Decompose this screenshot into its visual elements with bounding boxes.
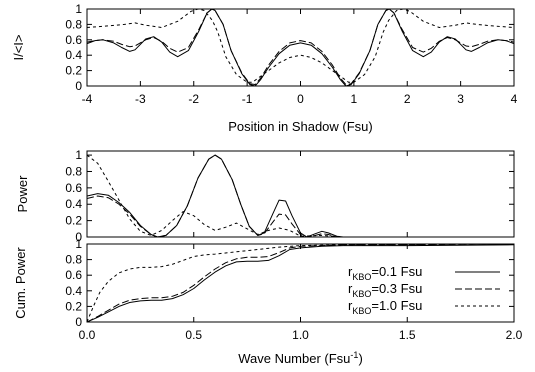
power-y-tick-label: 0.4 bbox=[65, 197, 82, 211]
cumulative-x-tick-label: 2.0 bbox=[506, 328, 523, 342]
cumulative-x-tick-label: 0.0 bbox=[79, 328, 96, 342]
shadow-x-tick-label: -1 bbox=[242, 92, 253, 106]
shadow-y-tick-label: 0 bbox=[75, 79, 82, 93]
legend-label-suffix: =1.0 Fsu bbox=[371, 298, 422, 313]
cumulative-series-dotted bbox=[87, 244, 514, 322]
shadow-y-tick-label: 1 bbox=[75, 2, 82, 16]
power-plot-frame bbox=[86, 150, 515, 238]
shadow-series-solid bbox=[87, 9, 514, 86]
shadow-x-tick-label: 3 bbox=[457, 92, 464, 106]
legend-label-suffix: =0.3 Fsu bbox=[371, 281, 422, 296]
power-y-tick-label: 0 bbox=[75, 230, 82, 244]
shadow-y-tick-label: 0.4 bbox=[65, 48, 82, 62]
cumulative-y-tick-label: 0.8 bbox=[65, 253, 82, 267]
cumulative-y-tick-label: 0.6 bbox=[65, 268, 82, 282]
legend-label-prefix: r bbox=[348, 281, 353, 296]
cumulative-plot-frame bbox=[86, 243, 515, 323]
cumulative-y-tick-label: 0.4 bbox=[65, 284, 82, 298]
shadow-x-axis-title: Position in Shadow (Fsu) bbox=[228, 119, 373, 134]
power-series-dashed bbox=[87, 154, 514, 237]
shadow-x-tick-label: -2 bbox=[188, 92, 199, 106]
x-axis-title-end: ) bbox=[358, 351, 362, 366]
cumulative-y-tick-label: 0 bbox=[75, 315, 82, 329]
legend-entry: rKBO=1.0 Fsu bbox=[348, 298, 500, 316]
power-y-tick-label: 0.8 bbox=[65, 164, 82, 178]
cumulative-x-tick-label: 1.5 bbox=[399, 328, 416, 342]
legend-label-prefix: r bbox=[348, 264, 353, 279]
shadow-x-tick-label: 4 bbox=[511, 92, 518, 106]
cumulative-panel: 0 0.20.4 0.60.8 1 0.0 0.5 1.0 1.5 2.0 Cum. Power W… bbox=[13, 237, 523, 366]
x-axis-title-sup: -1 bbox=[350, 350, 358, 360]
shadow-y-axis-title: I/<I> bbox=[11, 34, 26, 60]
legend-label-sub: KBO bbox=[352, 306, 371, 316]
power-y-tick-label: 1 bbox=[75, 148, 82, 162]
shadow-series-dashed bbox=[87, 9, 514, 85]
cumulative-x-tick-label: 0.5 bbox=[185, 328, 202, 342]
power-y-tick-label: 0.6 bbox=[65, 181, 82, 195]
cumulative-x-axis-title: Wave Number (Fsu-1) bbox=[238, 350, 363, 366]
legend-label: rKBO=1.0 Fsu bbox=[348, 298, 422, 316]
legend-label-prefix: r bbox=[348, 298, 353, 313]
cumulative-x-tick-label: 1.0 bbox=[292, 328, 309, 342]
cumulative-y-axis-title: Cum. Power bbox=[13, 247, 28, 319]
power-panel: 0 0.2 0.4 0.6 0.8 1 Power bbox=[15, 148, 515, 244]
x-axis-title-main: Wave Number (Fsu bbox=[238, 351, 350, 366]
shadow-x-tick-label: -4 bbox=[82, 92, 93, 106]
cumulative-series-solid bbox=[87, 244, 514, 322]
legend-label: rKBO=0.3 Fsu bbox=[348, 281, 422, 299]
cumulative-y-tick-label: 0.2 bbox=[65, 299, 82, 313]
shadow-x-tick-label: 2 bbox=[404, 92, 411, 106]
legend-label-sub: KBO bbox=[352, 272, 371, 282]
shadow-panel: 00.20.40.60.81-4 -3 -2 -1 0 1 2 3 4I/<I>Position… bbox=[11, 2, 518, 134]
shadow-x-tick-label: -3 bbox=[135, 92, 146, 106]
shadow-y-tick-label: 0.8 bbox=[65, 17, 82, 31]
power-y-axis-title: Power bbox=[15, 175, 30, 213]
power-series-dotted bbox=[87, 154, 514, 237]
legend-label-suffix: =0.1 Fsu bbox=[371, 264, 422, 279]
shadow-y-tick-label: 0.2 bbox=[65, 64, 82, 78]
shadow-y-tick-label: 0.6 bbox=[65, 33, 82, 47]
legend-label-sub: KBO bbox=[352, 289, 371, 299]
shadow-series-dotted bbox=[87, 9, 514, 83]
shadow-x-tick-label: 1 bbox=[351, 92, 358, 106]
cumulative-series-dashed bbox=[87, 244, 514, 322]
cumulative-y-tick-label: 1 bbox=[75, 237, 82, 251]
legend-entry: rKBO=0.1 Fsu bbox=[348, 264, 500, 282]
shadow-x-tick-label: 0 bbox=[297, 92, 304, 106]
power-series-solid bbox=[87, 154, 514, 237]
shadow-plot-frame bbox=[86, 8, 515, 87]
x-axis-title-main: Position in Shadow (Fsu) bbox=[228, 119, 373, 134]
legend-label: rKBO=0.1 Fsu bbox=[348, 264, 422, 282]
legend-entry: rKBO=0.3 Fsu bbox=[348, 281, 500, 299]
power-y-tick-label: 0.2 bbox=[65, 214, 82, 228]
